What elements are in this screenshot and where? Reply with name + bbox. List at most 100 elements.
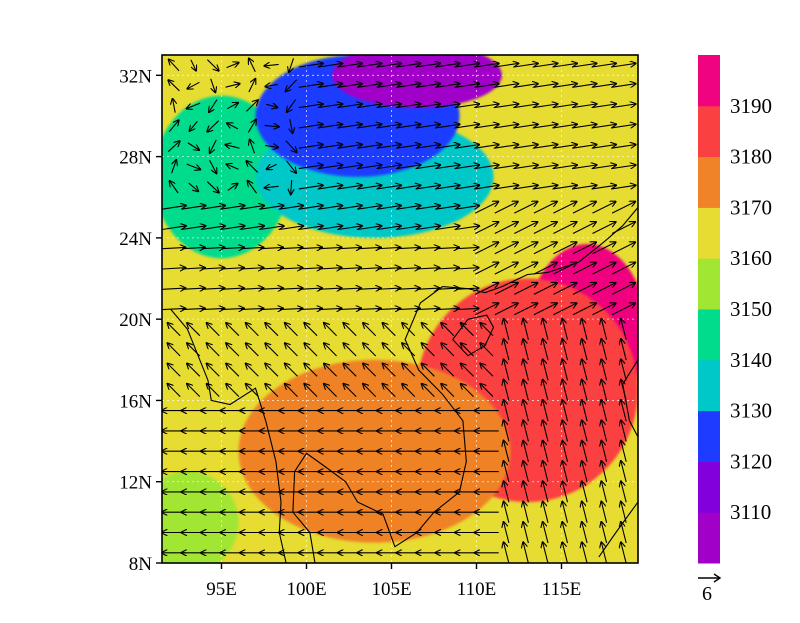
wind-vector	[455, 124, 479, 129]
wind-vector	[543, 522, 549, 544]
wind-vector	[227, 164, 239, 170]
wind-vector	[474, 283, 498, 295]
wind-vector	[337, 63, 362, 68]
wind-vector	[611, 222, 635, 234]
wind-vector	[582, 542, 588, 563]
wind-vector	[436, 308, 459, 309]
wind-vector	[601, 461, 608, 483]
wind-vector	[514, 263, 537, 275]
wind-vector	[611, 283, 635, 295]
wind-vector	[265, 343, 279, 357]
wind-vector	[592, 222, 616, 234]
wind-vector	[523, 339, 529, 361]
wind-vector	[383, 343, 396, 357]
lon-tick-label: 100E	[286, 579, 326, 600]
wind-vector	[513, 185, 538, 190]
wind-vector	[298, 124, 323, 129]
wind-vector	[611, 185, 636, 190]
wind-vector	[611, 242, 635, 255]
wind-vector	[611, 63, 636, 68]
wind-vector	[383, 323, 396, 337]
wind-vector	[474, 145, 499, 149]
wind-vector	[611, 202, 635, 214]
wind-vector	[416, 247, 440, 248]
wind-vector	[264, 125, 279, 126]
lon-tick-label: 115E	[542, 579, 581, 600]
wind-vector	[298, 104, 323, 109]
wind-vector	[290, 118, 293, 133]
wind-vector	[523, 421, 529, 442]
wind-vector	[344, 323, 357, 337]
contour-region-3140	[162, 95, 290, 259]
wind-vector	[435, 185, 460, 190]
wind-vector	[562, 421, 569, 442]
wind-vector	[182, 247, 205, 248]
wind-vector	[621, 339, 627, 361]
map-frame	[161, 54, 639, 564]
wind-vector	[402, 364, 416, 377]
wind-vector	[318, 63, 342, 68]
wind-vector	[168, 323, 181, 337]
wind-vector	[279, 288, 303, 289]
wind-vector	[592, 165, 616, 170]
wind-vector	[572, 124, 597, 129]
wind-vector	[201, 308, 225, 309]
colorbar-swatch	[698, 55, 720, 107]
wind-vector	[562, 380, 569, 401]
wind-vector	[435, 226, 460, 231]
wind-vector	[182, 288, 205, 289]
wind-vector	[207, 120, 220, 132]
wind-vector	[601, 421, 608, 442]
colorbar-label: 3150	[730, 297, 772, 321]
wind-vector	[377, 288, 401, 289]
wind-vector	[533, 222, 557, 234]
wind-vector	[187, 102, 201, 108]
wind-vector	[553, 263, 576, 275]
wind-vector	[227, 123, 239, 130]
wind-vector	[337, 165, 362, 170]
wind-vector	[181, 226, 206, 231]
wind-vector	[474, 165, 499, 170]
wind-vector	[461, 323, 474, 337]
wind-vector	[533, 63, 557, 68]
wind-vector	[480, 343, 494, 357]
wind-vector	[474, 242, 498, 255]
wind-vector	[279, 226, 303, 231]
wind-vector	[376, 206, 401, 210]
wind-vector	[416, 268, 440, 269]
wind-vector	[422, 384, 435, 397]
wind-vector	[494, 165, 518, 170]
wind-vector	[279, 308, 303, 309]
wind-vector	[260, 247, 283, 248]
map-axes: 8N 12N 16N 20N 24N 28N 32N 95E 100E 105E 110E 115E	[119, 66, 581, 600]
colorbar-label: 3130	[730, 399, 772, 423]
wind-vector	[552, 124, 577, 129]
wind-vector	[226, 364, 240, 377]
wind-vector	[592, 104, 616, 109]
wind-vector	[582, 400, 588, 422]
wind-vector	[363, 323, 377, 337]
wind-vector	[397, 247, 420, 248]
wind-vector	[422, 364, 435, 377]
wind-vector	[435, 206, 460, 210]
wind-vector	[621, 481, 627, 503]
wind-vector	[162, 206, 186, 210]
wind-vector	[611, 165, 636, 170]
wind-vector	[357, 206, 382, 210]
wind-vector	[562, 461, 569, 483]
wind-vector	[265, 146, 278, 148]
wind-vector	[376, 165, 401, 170]
wind-vector	[543, 481, 549, 503]
wind-vector	[338, 268, 362, 269]
wind-vector	[402, 323, 416, 337]
lat-tick-label: 20N	[119, 310, 152, 331]
wind-vector	[533, 202, 557, 214]
colorbar-swatch	[698, 156, 720, 208]
colorbar-swatch	[698, 258, 720, 310]
wind-vector	[247, 161, 259, 173]
wind-vector	[553, 242, 576, 255]
wind-vector	[201, 226, 225, 231]
wind-vector	[266, 84, 278, 86]
wind-vector	[552, 63, 577, 68]
wind-vector	[299, 308, 323, 309]
